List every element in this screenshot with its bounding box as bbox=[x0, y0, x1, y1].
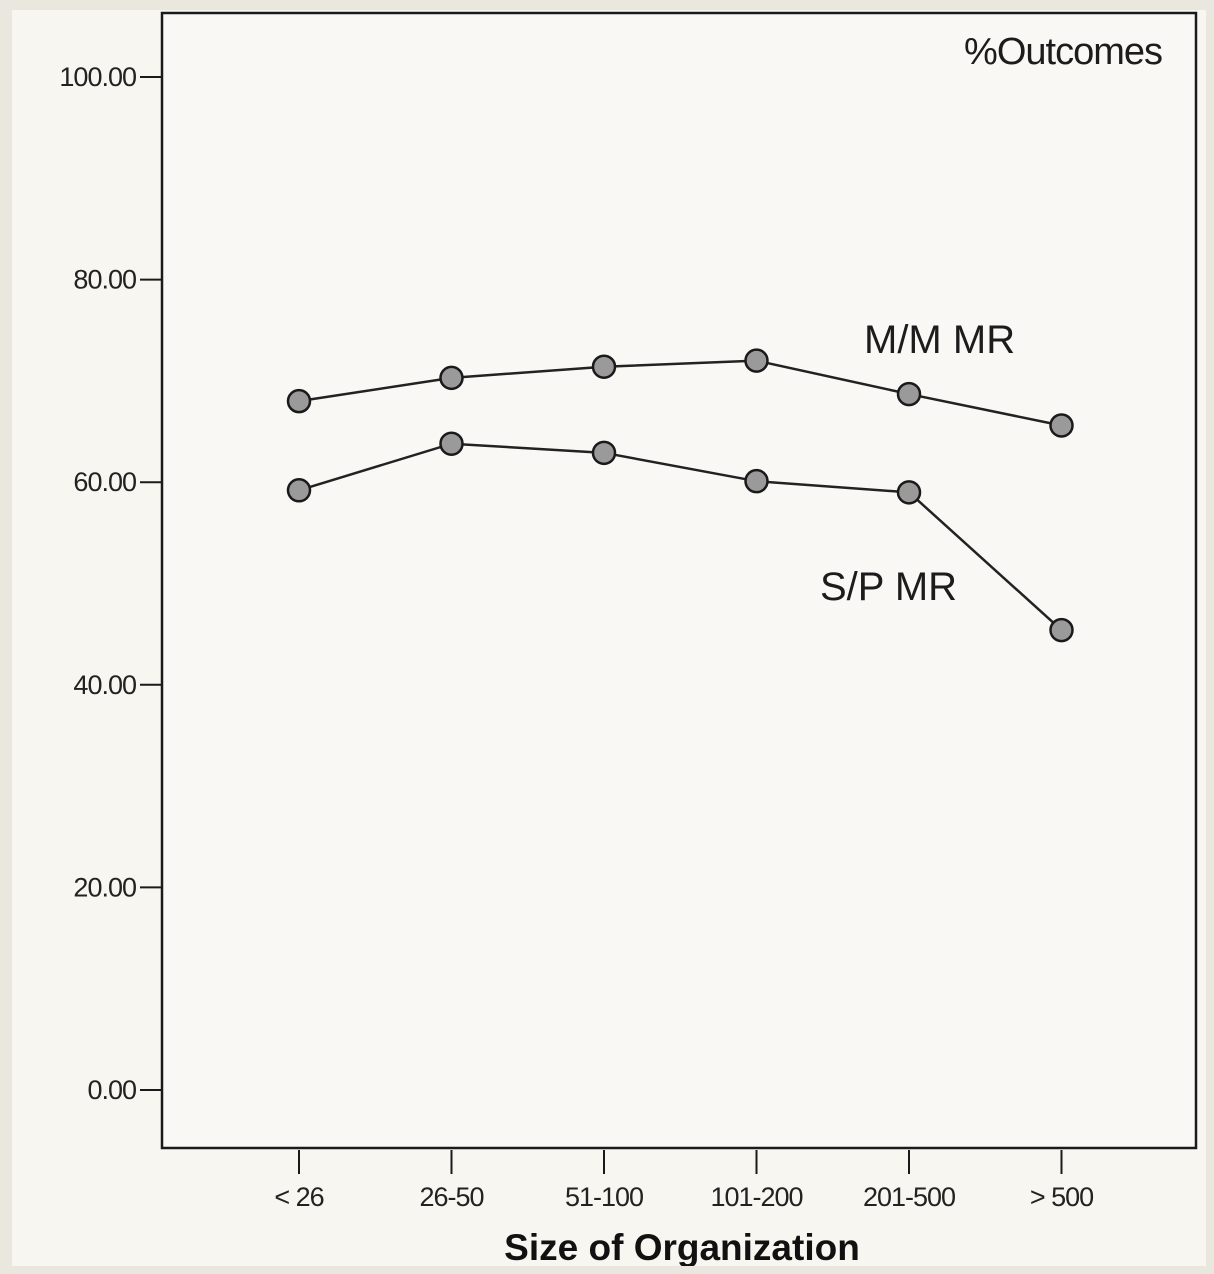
x-tick-label: 26-50 bbox=[419, 1182, 483, 1212]
data-point bbox=[898, 383, 920, 405]
line-chart: 0.00 20.00 40.00 60.00 80.00 100.00 < 26 26-50… bbox=[12, 10, 1206, 1266]
y-tick-label: 40.00 bbox=[73, 670, 136, 700]
data-point bbox=[746, 470, 768, 492]
y-tick-label: 20.00 bbox=[73, 872, 136, 902]
x-axis: < 26 26-50 51-100 101-200 201-500 > 500 bbox=[274, 1150, 1093, 1212]
chart-figure: 0.00 20.00 40.00 60.00 80.00 100.00 < 26 26-50… bbox=[12, 10, 1206, 1266]
data-point bbox=[441, 433, 463, 455]
x-tick-label: 101-200 bbox=[710, 1182, 802, 1212]
data-point bbox=[746, 350, 768, 372]
series-label-sp-mr: S/P MR bbox=[820, 565, 957, 609]
chart-title: %Outcomes bbox=[964, 31, 1162, 73]
y-axis: 0.00 20.00 40.00 60.00 80.00 100.00 bbox=[59, 62, 162, 1105]
data-point bbox=[593, 356, 615, 378]
data-point bbox=[288, 479, 310, 501]
data-point bbox=[1051, 414, 1073, 436]
y-tick-label: 60.00 bbox=[73, 467, 136, 497]
data-point bbox=[288, 390, 310, 412]
x-tick-label: < 26 bbox=[274, 1182, 323, 1212]
x-axis-title: Size of Organization bbox=[504, 1227, 860, 1266]
data-point bbox=[1051, 619, 1073, 641]
series-label-mm-mr: M/M MR bbox=[864, 318, 1015, 362]
y-tick-label: 100.00 bbox=[59, 62, 136, 92]
plot-frame bbox=[162, 13, 1196, 1148]
y-tick-label: 80.00 bbox=[73, 265, 136, 295]
data-point bbox=[898, 481, 920, 503]
x-tick-label: > 500 bbox=[1030, 1182, 1093, 1212]
x-tick-label: 201-500 bbox=[863, 1182, 955, 1212]
data-point bbox=[593, 442, 615, 464]
data-point bbox=[441, 367, 463, 389]
x-tick-label: 51-100 bbox=[565, 1182, 643, 1212]
y-tick-label: 0.00 bbox=[87, 1075, 136, 1105]
